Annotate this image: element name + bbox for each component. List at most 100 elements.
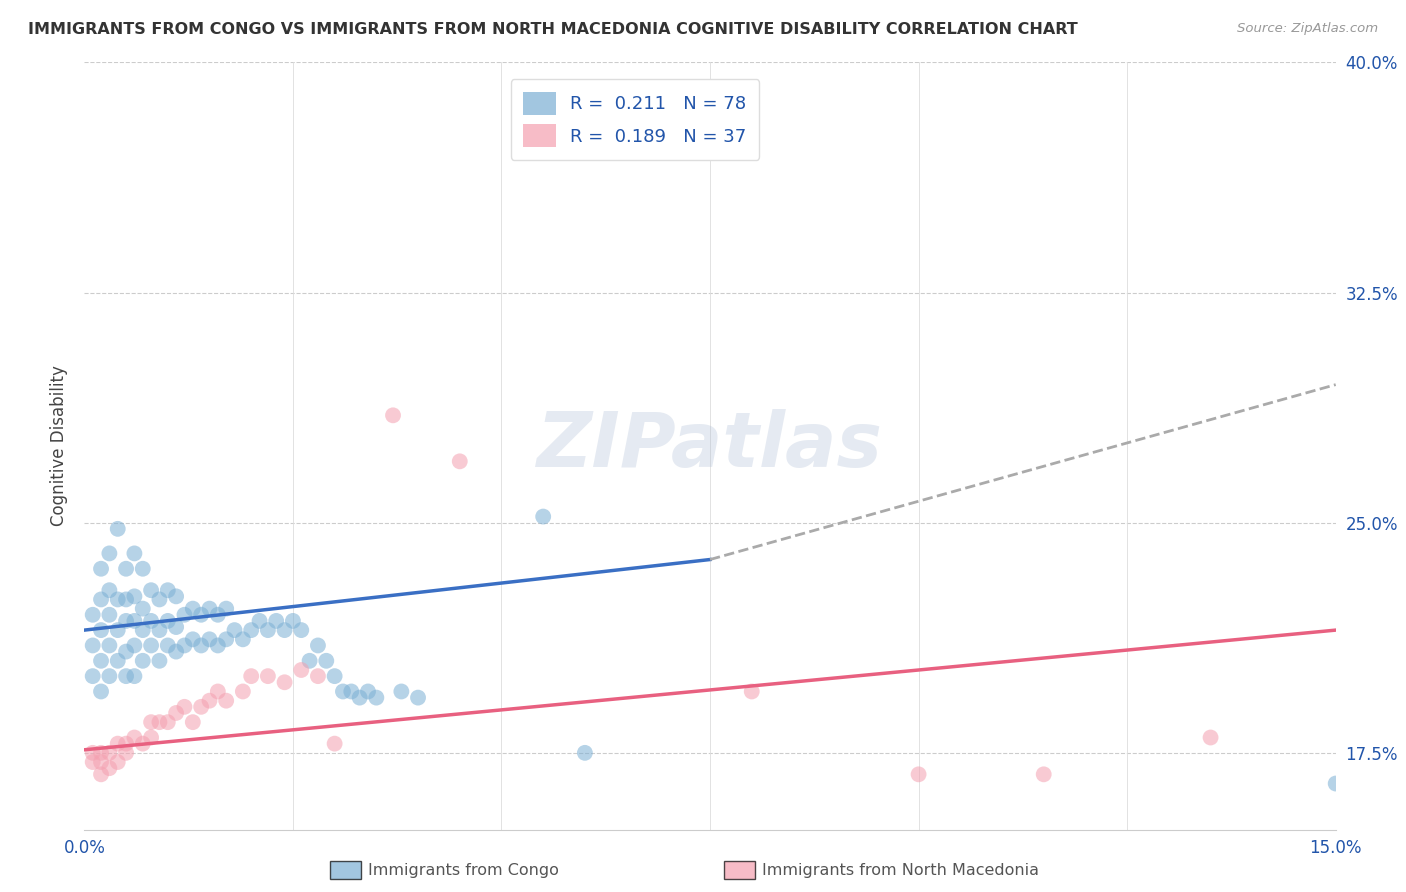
Point <box>156 639 179 653</box>
Point <box>90 562 112 576</box>
Y-axis label: Cognitive Disability: Cognitive Disability <box>49 366 67 526</box>
Point <box>240 669 263 683</box>
Point <box>165 644 187 658</box>
Point <box>181 715 204 730</box>
Point <box>215 632 238 647</box>
Point <box>124 546 146 560</box>
Text: Immigrants from Congo: Immigrants from Congo <box>368 863 560 878</box>
Point <box>139 614 162 628</box>
Point <box>907 767 929 781</box>
Point <box>323 669 346 683</box>
Point <box>98 546 121 560</box>
Point <box>215 601 238 615</box>
Point <box>181 601 204 615</box>
Point <box>198 694 221 708</box>
Point <box>115 644 138 658</box>
Point <box>173 639 195 653</box>
Point <box>139 715 162 730</box>
Point <box>132 601 155 615</box>
Point <box>156 614 179 628</box>
Point <box>198 601 221 615</box>
Point <box>382 409 405 423</box>
Point <box>190 699 212 714</box>
Point <box>315 654 337 668</box>
Point <box>90 746 112 760</box>
Point <box>1324 776 1347 790</box>
Point <box>82 746 104 760</box>
Point <box>273 675 295 690</box>
Point <box>531 509 554 524</box>
Point <box>207 684 229 698</box>
Point <box>1032 767 1054 781</box>
Point <box>115 592 138 607</box>
Point <box>173 699 195 714</box>
Point <box>98 583 121 598</box>
Point <box>332 684 354 698</box>
Point <box>207 639 229 653</box>
Point <box>124 614 146 628</box>
Point <box>139 639 162 653</box>
Point <box>249 614 271 628</box>
Point <box>449 454 471 468</box>
Point <box>82 607 104 622</box>
Point <box>115 614 138 628</box>
Point <box>165 706 187 720</box>
Point <box>115 669 138 683</box>
Point <box>349 690 371 705</box>
Point <box>124 639 146 653</box>
Point <box>207 607 229 622</box>
Point <box>257 623 280 637</box>
Point <box>98 669 121 683</box>
Point <box>107 737 129 751</box>
Point <box>115 562 138 576</box>
Point <box>366 690 388 705</box>
Text: IMMIGRANTS FROM CONGO VS IMMIGRANTS FROM NORTH MACEDONIA COGNITIVE DISABILITY CO: IMMIGRANTS FROM CONGO VS IMMIGRANTS FROM… <box>28 22 1078 37</box>
Point <box>148 654 170 668</box>
Point <box>139 731 162 745</box>
Point <box>406 690 429 705</box>
Point <box>148 592 170 607</box>
Legend: R =  0.211   N = 78, R =  0.189   N = 37: R = 0.211 N = 78, R = 0.189 N = 37 <box>510 79 759 160</box>
Point <box>139 583 162 598</box>
Point <box>98 746 121 760</box>
Point <box>264 614 287 628</box>
Point <box>124 590 146 604</box>
Point <box>148 715 170 730</box>
Point <box>90 592 112 607</box>
Point <box>98 639 121 653</box>
Point <box>115 737 138 751</box>
Point <box>173 607 195 622</box>
Point <box>190 639 212 653</box>
Point <box>107 654 129 668</box>
Point <box>90 654 112 668</box>
Point <box>107 755 129 769</box>
Point <box>107 522 129 536</box>
Point <box>165 590 187 604</box>
Point <box>132 654 155 668</box>
Point <box>215 694 238 708</box>
Point <box>90 684 112 698</box>
Point <box>340 684 363 698</box>
Point <box>82 669 104 683</box>
Point <box>198 632 221 647</box>
Point <box>257 669 280 683</box>
Point <box>181 632 204 647</box>
Point <box>107 623 129 637</box>
Point <box>190 607 212 622</box>
Point <box>132 737 155 751</box>
Point <box>82 755 104 769</box>
Point <box>224 623 246 637</box>
Point <box>132 623 155 637</box>
Point <box>132 562 155 576</box>
Point <box>232 684 254 698</box>
Point <box>115 746 138 760</box>
Point <box>323 737 346 751</box>
Point <box>290 663 312 677</box>
Point <box>90 755 112 769</box>
Point <box>82 639 104 653</box>
Point <box>290 623 312 637</box>
Point <box>1199 731 1222 745</box>
Point <box>107 592 129 607</box>
Point <box>98 761 121 775</box>
Point <box>124 669 146 683</box>
